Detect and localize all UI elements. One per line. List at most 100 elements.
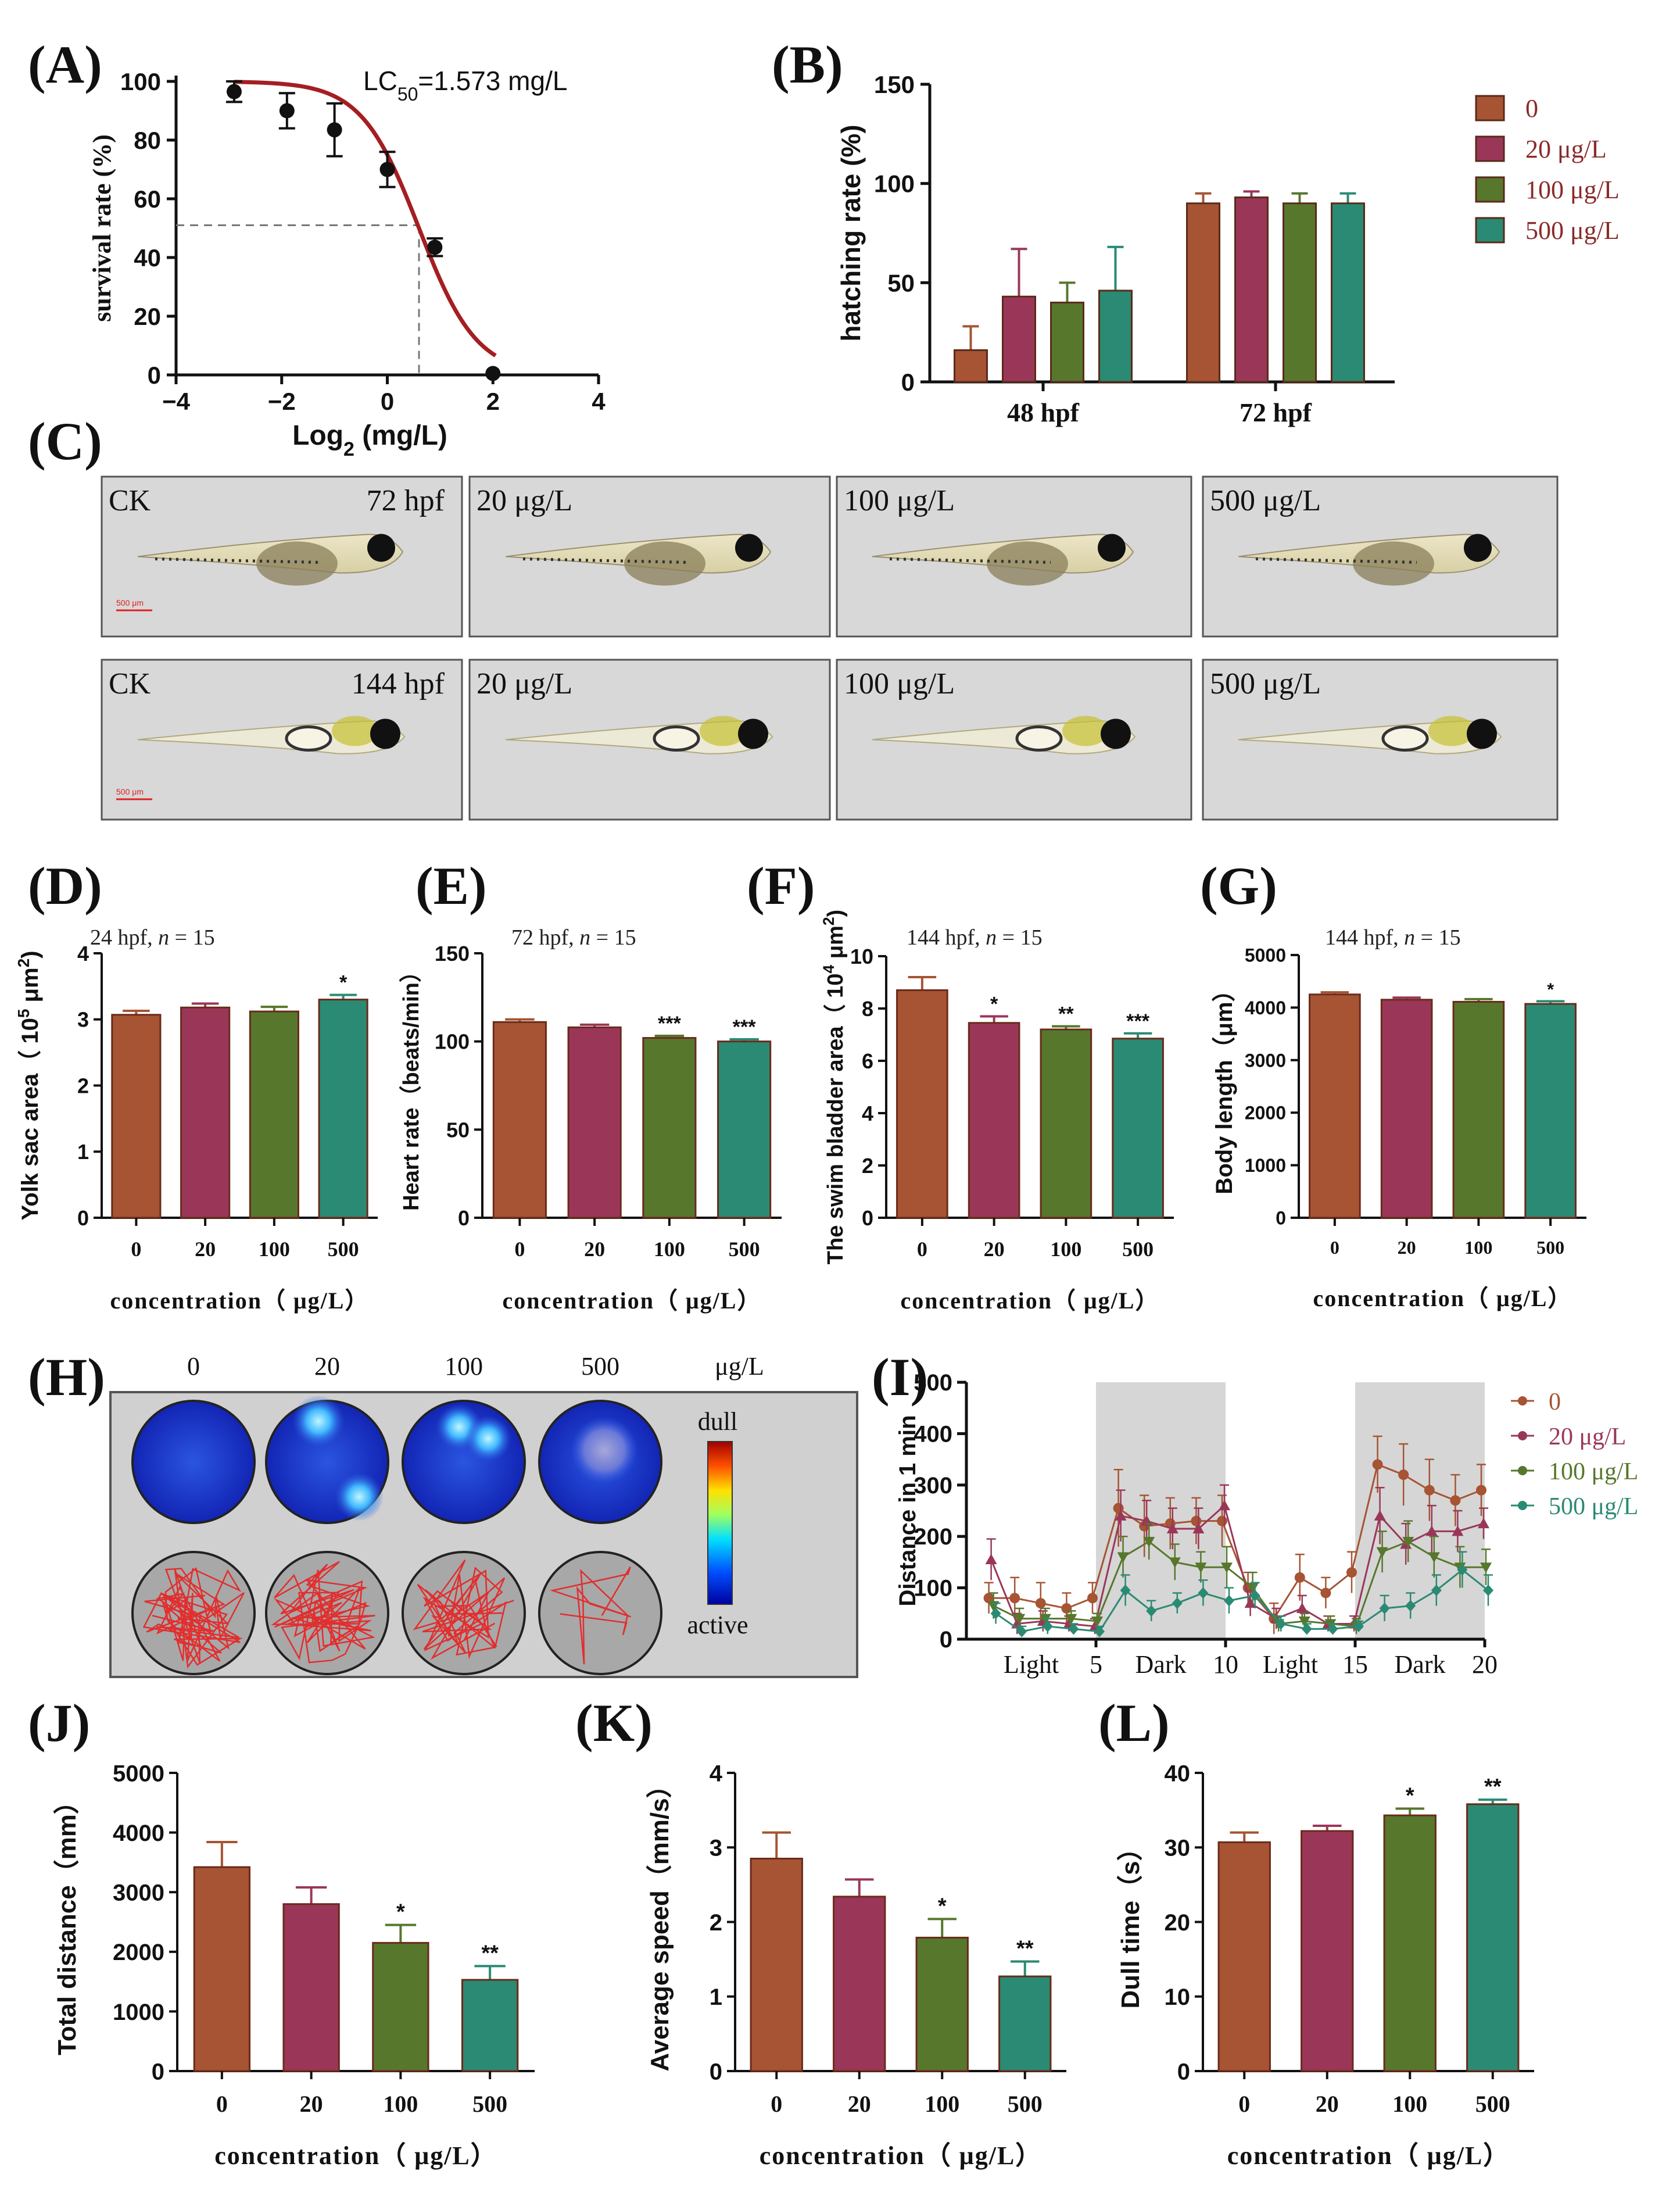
data-point bbox=[1296, 1602, 1308, 1613]
legend-swatch bbox=[1475, 95, 1505, 121]
y-tick-label: 4000 bbox=[1245, 997, 1286, 1018]
bar-0 bbox=[896, 989, 948, 1219]
x-tick-label: 500 bbox=[472, 2091, 507, 2117]
y-tick-label: 2 bbox=[862, 1154, 873, 1178]
pigment-line bbox=[1255, 557, 1417, 564]
x-axis-label: concentration（ μg/L） bbox=[110, 1288, 370, 1314]
x-tick-label: −4 bbox=[162, 388, 191, 415]
activity-hotspot bbox=[571, 1417, 638, 1484]
y-tick-label: 2 bbox=[710, 1910, 722, 1936]
data-point bbox=[1249, 1589, 1260, 1601]
condition-label: CK bbox=[109, 667, 151, 700]
legend-label: 20 μg/L bbox=[1549, 1424, 1626, 1450]
scale-bar-label: 500 μm bbox=[116, 787, 144, 796]
data-point bbox=[1294, 1572, 1305, 1583]
x-tick-label: 0 bbox=[131, 1238, 141, 1261]
y-axis-label: Body length（μm） bbox=[1212, 978, 1237, 1194]
concentration-label: 500 bbox=[581, 1352, 619, 1381]
bar-20 bbox=[282, 1903, 340, 2072]
bar-20 bbox=[1380, 999, 1433, 1219]
x-tick-label: 20 bbox=[195, 1238, 216, 1261]
panel-letter-i: (I) bbox=[872, 1347, 928, 1407]
bar-20 bbox=[968, 1022, 1020, 1219]
x-axis-label: concentration（ μg/L） bbox=[214, 2141, 497, 2170]
data-point bbox=[990, 1607, 1001, 1619]
data-point bbox=[1146, 1605, 1157, 1617]
yolk-sac bbox=[1353, 541, 1434, 586]
x-tick-label: 100 bbox=[1392, 2091, 1427, 2117]
yolk-sac bbox=[624, 541, 705, 586]
x-axis-label: concentration（ μg/L） bbox=[901, 1288, 1160, 1314]
unit-label: μg/L bbox=[715, 1352, 764, 1381]
x-tick-label: 20 bbox=[300, 2091, 323, 2117]
y-axis-label: Heart rate（beats/min） bbox=[399, 960, 424, 1211]
data-point bbox=[1402, 1537, 1414, 1548]
activity-hotspot bbox=[335, 1472, 384, 1521]
concentration-label: 20 bbox=[314, 1352, 340, 1381]
y-tick-label: 40 bbox=[134, 244, 161, 271]
legend-marker bbox=[1518, 1431, 1527, 1440]
activity-hotspot bbox=[292, 1395, 345, 1447]
x-tick-label: 20 bbox=[848, 2091, 871, 2117]
scale-bar-label: 500 μm bbox=[116, 598, 144, 607]
legend-marker bbox=[1518, 1396, 1527, 1406]
data-point bbox=[1087, 1593, 1098, 1604]
significance-marker: ** bbox=[1484, 1775, 1502, 1799]
bar-100 bbox=[249, 1010, 299, 1219]
x-axis-label: concentration（ μg/L） bbox=[503, 1288, 762, 1314]
data-point bbox=[1244, 1597, 1256, 1608]
data-point bbox=[1042, 1620, 1053, 1632]
y-tick-label: 1 bbox=[710, 1984, 722, 2010]
y-axis-label: Yolk sac area（ 105 μm2) bbox=[15, 950, 44, 1220]
panel-letter-d: (D) bbox=[28, 856, 102, 916]
bar-72 hpf-20 μg/L bbox=[1234, 196, 1269, 383]
legend-marker bbox=[1518, 1501, 1527, 1510]
data-point bbox=[1379, 1602, 1390, 1614]
data-point bbox=[1198, 1587, 1209, 1599]
panel-l-chart: 0 10 20 30 40 0 20 100 * 500 ** concentration（ μg/L… bbox=[1116, 1761, 1534, 2170]
y-tick-label: 1 bbox=[77, 1140, 89, 1164]
y-tick-label: 40 bbox=[1165, 1761, 1191, 1786]
panel-note: 144 hpf, n = 15 bbox=[907, 925, 1043, 950]
panel-i-chart: 0 100 200 300 400 500 5 10 15 20 Light Dark Light Dar… bbox=[895, 1370, 1638, 1679]
larva-eye bbox=[1098, 534, 1126, 562]
y-tick-label: 3 bbox=[710, 1836, 722, 1861]
y-tick-label: 200 bbox=[914, 1524, 952, 1550]
condition-label: 20 μg/L bbox=[477, 484, 572, 517]
trajectory-path bbox=[271, 1561, 375, 1664]
data-point bbox=[1376, 1547, 1388, 1558]
panel-k-chart: 0 1 2 3 4 0 20 100 * 500 ** concentration（ μg/L） Ave… bbox=[646, 1761, 1066, 2170]
data-point bbox=[1483, 1585, 1493, 1597]
significance-marker: * bbox=[1547, 980, 1554, 1000]
panel-letter-l: (L) bbox=[1098, 1693, 1170, 1753]
data-point bbox=[1450, 1495, 1461, 1506]
data-point bbox=[1372, 1459, 1383, 1470]
legend-label: 100 μg/L bbox=[1525, 176, 1620, 204]
pigment-line bbox=[889, 557, 1051, 564]
trajectory-path bbox=[550, 1566, 631, 1665]
data-point bbox=[1094, 1625, 1105, 1637]
y-tick-label: 0 bbox=[458, 1206, 470, 1230]
lc50-annotation: LC50=1.573 mg/L bbox=[363, 66, 567, 105]
fit-curve bbox=[234, 80, 497, 357]
data-point bbox=[1480, 1562, 1492, 1574]
data-point bbox=[1192, 1522, 1205, 1533]
data-point bbox=[1374, 1510, 1386, 1521]
data-point bbox=[1298, 1617, 1310, 1628]
panel-note: 24 hpf, n = 15 bbox=[90, 925, 215, 950]
data-point bbox=[1013, 1614, 1026, 1625]
y-tick-label: 0 bbox=[152, 2059, 164, 2084]
bar-0 bbox=[1309, 993, 1361, 1219]
bar-72 hpf-500 μg/L bbox=[1331, 202, 1365, 383]
bar-48 hpf-20 μg/L bbox=[1002, 295, 1036, 383]
y-tick-label: 0 bbox=[77, 1206, 89, 1230]
bar-72 hpf-100 μg/L bbox=[1283, 202, 1317, 383]
panel-letter-k: (K) bbox=[575, 1693, 653, 1753]
y-tick-label: 100 bbox=[120, 68, 161, 95]
data-point bbox=[1143, 1537, 1155, 1548]
y-tick-label: 0 bbox=[710, 2059, 722, 2084]
y-tick-label: 5000 bbox=[113, 1761, 164, 1786]
yolk-sac bbox=[987, 541, 1068, 586]
x-tick-label: 500 bbox=[1008, 2091, 1043, 2117]
